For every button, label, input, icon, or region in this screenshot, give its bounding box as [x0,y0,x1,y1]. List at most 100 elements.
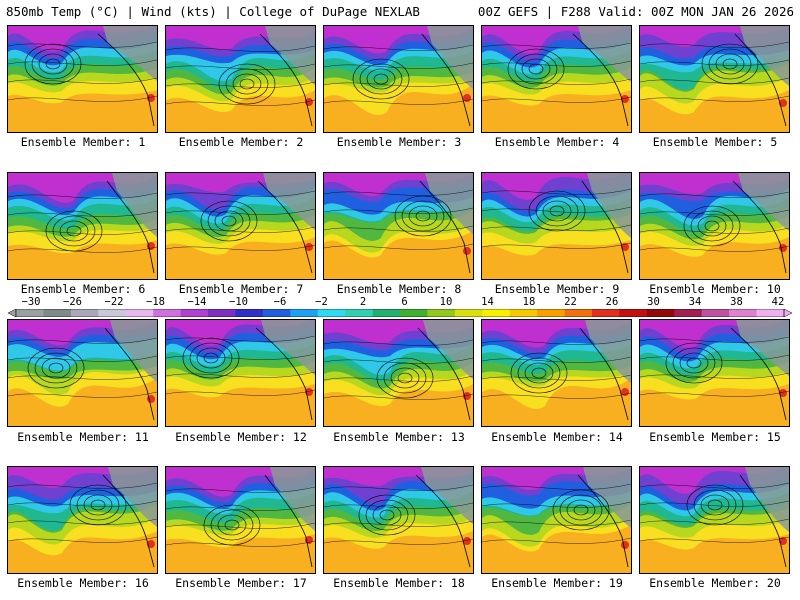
ensemble-map-panel [639,25,790,133]
colorbar-tick: −14 [187,296,207,308]
colorbar-segment [564,309,593,317]
ensemble-map-panel [323,466,474,574]
colorbar-tick: 34 [688,296,702,308]
temperature-map-icon [324,467,473,573]
ensemble-map-panel [7,172,158,280]
colorbar-segment [592,309,620,317]
ensemble-member-label: Ensemble Member: 3 [336,135,462,149]
colorbar-segment [262,309,291,317]
ensemble-member-label: Ensemble Member: 16 [17,576,149,590]
colorbar-tick: 42 [771,296,785,308]
ensemble-map-panel [481,319,632,427]
ensemble-member-label: Ensemble Member: 12 [175,430,307,444]
ensemble-map-panel [165,466,316,574]
ensemble-map-panel [323,25,474,133]
temperature-map-icon [482,320,631,426]
ensemble-member-label: Ensemble Member: 13 [333,430,465,444]
ensemble-member-label: Ensemble Member: 18 [333,576,465,590]
colorbar-tick: 30 [647,296,660,308]
colorbar-segment [482,309,511,317]
ensemble-member-label: Ensemble Member: 5 [652,135,778,149]
ensemble-member-label: Ensemble Member: 7 [178,282,304,296]
temperature-map-icon [640,467,789,573]
ensemble-map-panel [7,25,158,133]
colorbar-segment [180,309,209,317]
colorbar-segment [125,309,154,317]
ensemble-map-panel [639,172,790,280]
temperature-map-icon [8,173,157,279]
colorbar-segment [646,309,675,317]
ensemble-map-panel [323,319,474,427]
colorbar-segment [317,309,346,317]
colorbar-segment [16,309,44,317]
colorbar-tick: 38 [730,296,743,308]
ensemble-member-label: Ensemble Member: 20 [649,576,781,590]
ensemble-member-label: Ensemble Member: 4 [494,135,620,149]
ensemble-map-panel [165,25,316,133]
ensemble-member-label: Ensemble Member: 10 [649,282,781,296]
ensemble-map-panel [323,172,474,280]
ensemble-member-label: Ensemble Member: 19 [491,576,623,590]
ensemble-member-label: Ensemble Member: 6 [20,282,146,296]
colorbar-tick: 2 [359,296,367,308]
ensemble-map-panel [7,466,158,574]
temperature-map-icon [166,26,315,132]
colorbar-tick: −10 [229,296,248,308]
colorbar-segment [537,309,565,317]
colorbar-segment [43,309,72,317]
temperature-map-icon [482,26,631,132]
ensemble-map-panel [639,466,790,574]
colorbar-segment [235,309,264,317]
colorbar-segment [290,309,319,317]
ensemble-map-panel [481,466,632,574]
colorbar-tick: 22 [564,296,577,308]
temperature-map-icon [482,467,631,573]
temperature-map-icon [640,320,789,426]
colorbar-tick: −30 [21,296,41,308]
ensemble-member-label: Ensemble Member: 9 [494,282,620,296]
header-title: 850mb Temp (°C) | Wind (kts) | College o… [6,4,420,19]
temperature-map-icon [166,173,315,279]
colorbar-tick: −18 [146,296,165,308]
colorbar-segment [153,309,181,317]
temperature-map-icon [166,467,315,573]
temperature-map-icon [8,26,157,132]
colorbar-segment [98,309,127,317]
colorbar-segment [674,309,703,317]
ensemble-member-label: Ensemble Member: 14 [491,430,623,444]
colorbar-tick: −6 [273,296,287,308]
temperature-colorbar [8,309,792,317]
colorbar-segment [454,309,483,317]
ensemble-map-panel [165,172,316,280]
colorbar-tick: 26 [605,296,619,308]
colorbar-segment [400,309,428,317]
ensemble-member-label: Ensemble Member: 2 [178,135,304,149]
colorbar-segment [701,309,730,317]
temperature-map-icon [482,173,631,279]
temperature-map-icon [640,173,789,279]
ensemble-member-label: Ensemble Member: 15 [649,430,781,444]
temperature-map-icon [324,320,473,426]
ensemble-map-panel [165,319,316,427]
colorbar-tick: 10 [439,296,453,308]
ensemble-map-panel [481,25,632,133]
temperature-map-icon [640,26,789,132]
ensemble-map-panel [639,319,790,427]
temperature-map-icon [8,320,157,426]
colorbar-segment [509,309,538,317]
colorbar-segment [70,309,99,317]
temperature-map-icon [324,173,473,279]
colorbar-segment [208,309,236,317]
colorbar-segment [372,309,401,317]
colorbar-segment [345,309,373,317]
ensemble-member-label: Ensemble Member: 1 [20,135,146,149]
temperature-map-icon [8,467,157,573]
temperature-map-icon [324,26,473,132]
colorbar-tick: −2 [315,296,328,308]
colorbar-segment [427,309,456,317]
ensemble-member-label: Ensemble Member: 11 [17,430,149,444]
temperature-map-icon [166,320,315,426]
ensemble-map-panel [7,319,158,427]
ensemble-member-label: Ensemble Member: 8 [336,282,462,296]
colorbar-segment [729,309,757,317]
